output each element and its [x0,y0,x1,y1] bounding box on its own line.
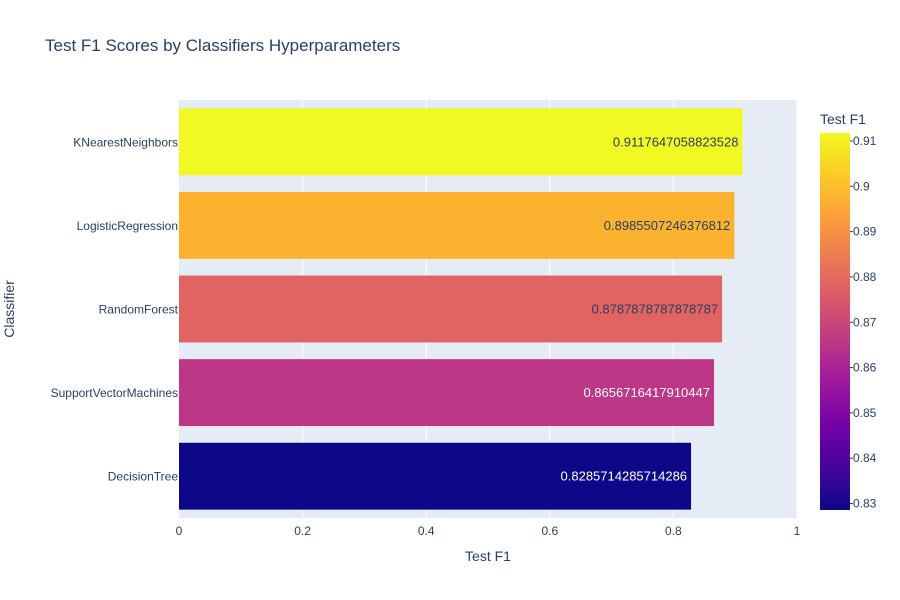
colorbar-gradient [820,133,850,510]
bar-value-label: 0.9117647058823528 [613,134,739,149]
colorbar-tick-label: 0.91 [853,134,877,148]
x-tick-label: 1 [794,524,801,538]
bar [179,442,692,510]
y-axis-label: Classifier [1,280,17,338]
colorbar-tick-label: 0.89 [853,225,877,239]
x-tick-label: 0 [176,524,183,538]
bars: 0.8285714285714286 0.8656716417910447 0.87… [179,108,743,510]
x-tick-label: 0.4 [418,524,435,538]
y-axis-ticks: DecisionTree SupportVectorMachines RandomF… [51,135,179,483]
x-tick-label: 0.8 [665,524,682,538]
y-tick-label: KNearestNeighbors [73,135,178,149]
y-tick-label: LogisticRegression [77,219,178,233]
colorbar-tick-label: 0.85 [853,406,877,420]
colorbar-title: Test F1 [820,111,866,127]
colorbar-tick-label: 0.83 [853,497,877,511]
colorbar: Test F1 0.830.840.850.860.870.880.890.90… [820,111,877,511]
chart-title: Test F1 Scores by Classifiers Hyperparam… [45,36,400,55]
bar-value-label: 0.8985507246376812 [604,218,731,233]
y-tick-label: SupportVectorMachines [51,386,178,400]
x-tick-label: 0.6 [541,524,558,538]
colorbar-tick-label: 0.84 [853,451,877,465]
colorbar-tick-label: 0.86 [853,361,877,375]
bar-value-label: 0.8285714285714286 [561,469,688,484]
colorbar-ticks: 0.83 0.84 0.85 0.86 0.87 0.88 0.89 0.9 0.91 [850,134,877,511]
x-axis-ticks: 0 0.2 0.4 0.6 0.8 1 [176,524,801,538]
colorbar-tick-label: 0.9 [853,179,870,193]
bar [179,191,735,259]
colorbar-tick-label: 0.88 [853,270,877,284]
bar-value-label: 0.8787878787878787 [592,302,719,317]
y-tick-label: RandomForest [99,303,179,317]
x-tick-label: 0.2 [294,524,311,538]
bar [179,108,743,176]
y-tick-label: DecisionTree [108,470,179,484]
bar-value-label: 0.8656716417910447 [583,385,710,400]
bar [179,275,723,343]
bar [179,359,714,427]
colorbar-tick-label: 0.87 [853,315,877,329]
x-axis-label: Test F1 [465,548,511,564]
